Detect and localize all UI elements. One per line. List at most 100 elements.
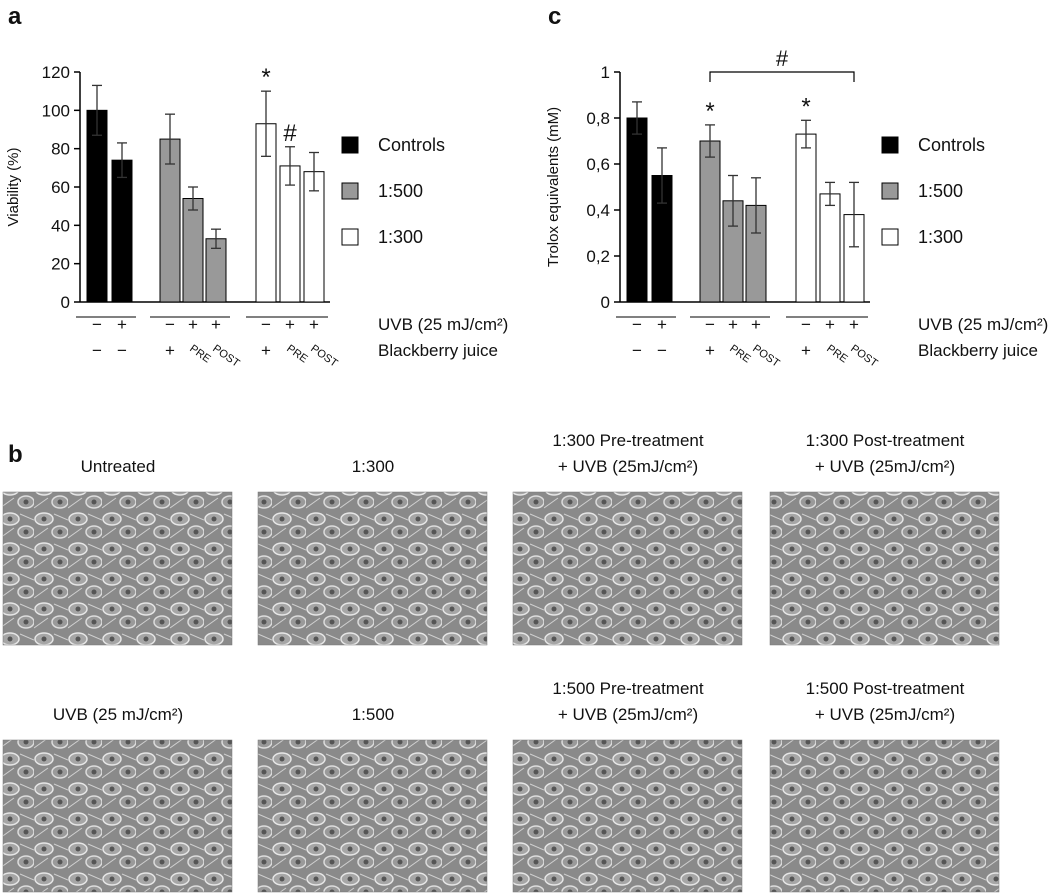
y-axis-label: Trolox equivalents (mM) xyxy=(545,107,562,267)
x-row-value: − xyxy=(657,341,667,360)
legend-label: Controls xyxy=(918,135,985,155)
y-tick-label: 0,2 xyxy=(586,247,610,266)
y-axis-label: Viability (%) xyxy=(5,148,22,227)
annotation: * xyxy=(801,93,810,120)
error-bar xyxy=(849,181,859,248)
x-row-value: + xyxy=(825,315,835,334)
x-row-value: POST xyxy=(750,343,782,370)
image-caption: 1:300 Post-treatment xyxy=(806,431,965,450)
image-caption: Untreated xyxy=(81,457,156,476)
x-row-value: POST xyxy=(848,343,880,370)
legend-swatch xyxy=(881,136,899,154)
x-row-value: + xyxy=(728,315,738,334)
bar xyxy=(86,109,108,303)
y-tick-label: 60 xyxy=(51,178,70,197)
x-row-value: PRE xyxy=(824,343,849,366)
x-row-value: − xyxy=(92,315,102,334)
y-tick-label: 0,6 xyxy=(586,155,610,174)
micrograph xyxy=(512,491,743,646)
image-caption: 1:300 xyxy=(352,457,395,476)
x-row-value: POST xyxy=(210,343,242,370)
annotation: # xyxy=(283,120,297,147)
x-row-value: − xyxy=(261,315,271,334)
x-row-value: + xyxy=(657,315,667,334)
error-bar xyxy=(261,90,271,157)
x-row-value: − xyxy=(632,341,642,360)
x-row-value: − xyxy=(117,341,127,360)
legend-label: 1:500 xyxy=(918,181,963,201)
micrograph xyxy=(2,739,233,893)
error-bar xyxy=(92,84,102,136)
x-row-value: − xyxy=(632,315,642,334)
error-bar xyxy=(632,101,642,135)
bar xyxy=(111,159,133,303)
y-tick-label: 0,4 xyxy=(586,201,610,220)
x-row-label: Blackberry juice xyxy=(918,341,1038,360)
error-bar xyxy=(825,181,835,207)
y-tick-label: 100 xyxy=(42,101,70,120)
error-bar xyxy=(751,177,761,234)
error-bar xyxy=(117,142,127,179)
annotation: * xyxy=(261,64,270,91)
x-row-value: PRE xyxy=(727,343,752,366)
image-caption: + UVB (25mJ/cm²) xyxy=(815,457,955,476)
image-caption: UVB (25 mJ/cm²) xyxy=(53,705,183,724)
annotation: * xyxy=(705,98,714,125)
x-row-value: − xyxy=(705,315,715,334)
image-caption: + UVB (25mJ/cm²) xyxy=(558,457,698,476)
bracket-label: # xyxy=(776,46,789,71)
error-bar xyxy=(211,228,221,249)
error-bar xyxy=(657,147,667,204)
y-tick-label: 0 xyxy=(601,293,610,312)
x-row-value: + xyxy=(705,341,715,360)
x-row-value: PRE xyxy=(284,343,309,366)
legend-label: 1:500 xyxy=(378,181,423,201)
x-row-value: PRE xyxy=(187,343,212,366)
panel-label: c xyxy=(548,3,561,30)
x-row-value: + xyxy=(261,341,271,360)
y-tick-label: 1 xyxy=(601,63,610,82)
legend-swatch xyxy=(341,182,359,200)
micrograph xyxy=(769,739,1000,893)
legend-swatch xyxy=(881,228,899,246)
error-bar xyxy=(801,119,811,149)
x-row-value: + xyxy=(849,315,859,334)
panel-label: b xyxy=(8,441,23,468)
x-row-value: + xyxy=(801,341,811,360)
x-row-value: − xyxy=(92,341,102,360)
x-row-value: + xyxy=(211,315,221,334)
image-caption: + UVB (25mJ/cm²) xyxy=(558,705,698,724)
panel-label: a xyxy=(8,3,22,30)
image-caption: 1:500 xyxy=(352,705,395,724)
y-tick-label: 40 xyxy=(51,216,70,235)
legend-label: 1:300 xyxy=(378,227,423,247)
legend-label: Controls xyxy=(378,135,445,155)
y-tick-label: 0 xyxy=(61,293,70,312)
x-row-value: − xyxy=(165,315,175,334)
x-row-label: UVB (25 mJ/cm²) xyxy=(918,315,1048,334)
y-tick-label: 80 xyxy=(51,140,70,159)
y-tick-label: 120 xyxy=(42,63,70,82)
micrograph xyxy=(512,739,743,893)
micrograph xyxy=(257,491,488,646)
x-row-label: UVB (25 mJ/cm²) xyxy=(378,315,508,334)
x-row-value: + xyxy=(285,315,295,334)
bar xyxy=(819,193,841,303)
legend-swatch xyxy=(341,228,359,246)
x-row-value: − xyxy=(801,315,811,334)
image-caption: + UVB (25mJ/cm²) xyxy=(815,705,955,724)
bar xyxy=(699,140,721,303)
micrograph xyxy=(2,491,233,646)
significance-bracket xyxy=(709,71,855,82)
x-row-value: + xyxy=(309,315,319,334)
bar xyxy=(626,117,648,303)
legend-swatch xyxy=(881,182,899,200)
x-row-value: + xyxy=(165,341,175,360)
x-row-label: Blackberry juice xyxy=(378,341,498,360)
error-bar xyxy=(165,113,175,165)
micrograph xyxy=(769,491,1000,646)
image-caption: 1:500 Pre-treatment xyxy=(552,679,703,698)
bar xyxy=(795,133,817,303)
micrograph xyxy=(257,739,488,893)
